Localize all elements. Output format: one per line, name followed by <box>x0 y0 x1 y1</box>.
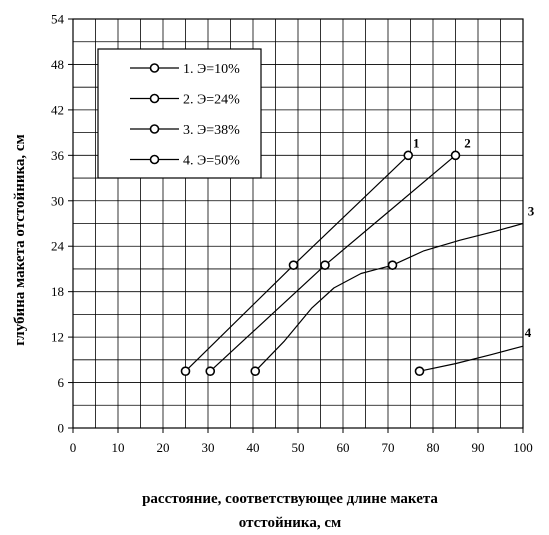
series-line-3 <box>254 222 524 372</box>
series-end-label: 4 <box>525 325 532 340</box>
y-tick-label: 54 <box>51 12 65 27</box>
data-point <box>450 150 461 161</box>
x-tick-label: 80 <box>427 440 440 455</box>
series-1: 1 <box>180 135 420 376</box>
x-tick-label: 70 <box>382 440 395 455</box>
legend-entry-label: 1. Э=10% <box>183 62 240 77</box>
y-tick-label: 18 <box>51 284 64 299</box>
x-axis-label-line-2: отстойника, см <box>238 515 342 531</box>
series-group: 1 2 3 4 <box>180 135 535 376</box>
series-end-label: 1 <box>413 135 420 150</box>
data-point <box>320 260 330 270</box>
y-tick-label: 6 <box>58 375 65 390</box>
x-tick-label: 60 <box>337 440 350 455</box>
series-3: 3 <box>250 204 535 376</box>
legend-box <box>97 48 262 179</box>
legend-marker <box>149 124 160 134</box>
data-point <box>414 366 425 376</box>
legend-marker <box>149 93 160 104</box>
y-tick-label: 24 <box>51 239 65 254</box>
y-tick-label: 36 <box>51 148 65 163</box>
x-axis-label-line-1: расстояние, соответствующее длине макета <box>142 491 438 507</box>
x-tick-label: 20 <box>157 440 170 455</box>
legend-entry-label: 2. Э=24% <box>183 93 240 108</box>
x-tick-label: 40 <box>247 440 260 455</box>
legend-entry-label: 3. Э=38% <box>183 123 240 138</box>
x-tick-label: 10 <box>112 440 125 455</box>
x-axis-label: расстояние, соответствующее длине макета… <box>40 487 540 535</box>
legend-marker <box>149 154 160 165</box>
chart: 0 10 20 30 40 50 60 70 80 90 100061218243036424854… <box>12 12 535 456</box>
y-tick-label: 42 <box>51 102 64 117</box>
series-line-2 <box>209 154 456 372</box>
y-tick-label: 0 <box>58 421 65 436</box>
series-end-label: 2 <box>464 135 471 150</box>
data-point <box>387 260 398 270</box>
series-end-label: 3 <box>528 204 535 219</box>
series-2: 2 <box>205 135 471 376</box>
x-tick-label: 0 <box>70 440 77 455</box>
data-point <box>250 366 261 376</box>
y-tick-label: 30 <box>51 193 64 208</box>
data-point <box>205 366 216 376</box>
data-point <box>180 366 191 376</box>
x-tick-label: 30 <box>202 440 215 455</box>
x-tick-label: 100 <box>513 440 533 455</box>
y-tick-label: 48 <box>51 57 64 72</box>
series-4: 4 <box>414 325 532 376</box>
x-tick-label: 50 <box>292 440 305 455</box>
y-axis-label: глубина макета отстойника, см <box>12 134 28 346</box>
data-point <box>288 260 299 270</box>
legend-entry-label: 4. Э=50% <box>183 154 240 169</box>
series-line-4 <box>419 345 524 372</box>
legend-marker <box>149 63 160 73</box>
x-tick-label: 90 <box>472 440 485 455</box>
legend: 1. Э=10% 2. Э=24% 3. Э=38% 4. Э=50% <box>97 48 262 179</box>
data-point <box>403 150 414 161</box>
y-tick-label: 12 <box>51 330 64 345</box>
